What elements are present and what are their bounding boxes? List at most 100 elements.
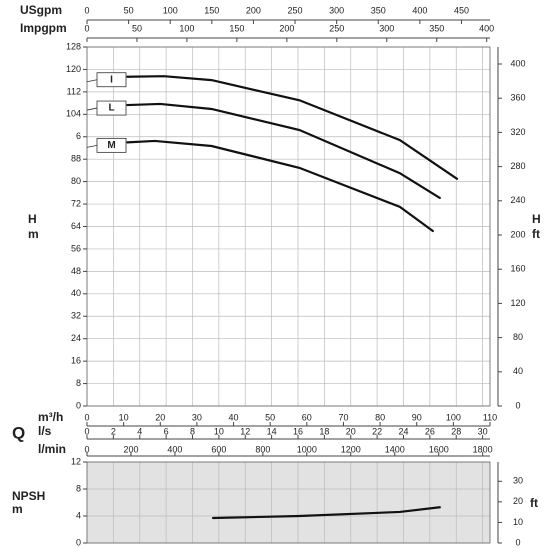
curve-lead — [86, 107, 98, 111]
x-tick-label: 70 — [338, 412, 348, 422]
y-tick-label: 56 — [71, 243, 81, 253]
x-tick-label: 20 — [155, 412, 165, 422]
curve-label: I — [110, 74, 113, 85]
x-tick-label: 0 — [84, 5, 89, 15]
x-tick-label: 80 — [375, 412, 385, 422]
axis-label: USgpm — [20, 3, 62, 17]
y-tick-label: 40 — [71, 288, 81, 298]
y-tick-label: 12 — [71, 456, 81, 466]
x-tick-label: 22 — [372, 426, 382, 436]
x-tick-label: 14 — [267, 426, 277, 436]
y2-label: ft — [530, 496, 538, 510]
axis-label: m³/h — [38, 410, 63, 424]
y-label: NPSH — [12, 489, 45, 503]
axis-label: l/min — [38, 442, 66, 456]
x-tick-label: 2 — [111, 426, 116, 436]
y-tick-label: 16 — [71, 356, 81, 366]
x-tick-label: 0 — [84, 23, 89, 33]
x-tick-label: 26 — [425, 426, 435, 436]
y-tick-label: 104 — [66, 109, 81, 119]
y-tick-label: 24 — [71, 333, 81, 343]
x-tick-label: 1000 — [297, 444, 317, 454]
curve — [126, 75, 459, 180]
x-tick-label: 600 — [211, 444, 226, 454]
x-tick-label: 150 — [204, 5, 219, 15]
x-tick-label: 110 — [483, 412, 497, 422]
x-tick-label: 0 — [84, 412, 89, 422]
y2-tick-label: 20 — [513, 496, 523, 506]
y-tick-label: 32 — [71, 311, 81, 321]
x-tick-label: 400 — [412, 5, 427, 15]
x-tick-label: 1800 — [473, 444, 493, 454]
curve — [126, 139, 434, 233]
y-tick-label: 112 — [67, 86, 81, 96]
x-tick-label: 40 — [229, 412, 239, 422]
x-tick-label: 450 — [454, 5, 469, 15]
x-tick-label: 10 — [119, 412, 129, 422]
x-tick-label: 90 — [412, 412, 422, 422]
y-tick-label: 120 — [66, 64, 81, 74]
y2-label: ft — [532, 227, 540, 241]
x-tick-label: 4 — [137, 426, 142, 436]
x-tick-label: 18 — [319, 426, 329, 436]
x-tick-label: 10 — [214, 426, 224, 436]
y-label: m — [28, 227, 39, 241]
x-tick-label: 350 — [429, 23, 444, 33]
x-tick-label: 50 — [124, 5, 134, 15]
y2-tick-label: 40 — [513, 366, 523, 376]
y2-tick-label: 80 — [513, 332, 523, 342]
x-tick-label: 24 — [398, 426, 408, 436]
y-tick-label: 48 — [71, 266, 81, 276]
q-label: Q — [12, 423, 25, 442]
x-tick-label: 150 — [229, 23, 244, 33]
x-tick-label: 8 — [190, 426, 195, 436]
curve-label: M — [107, 140, 115, 151]
y2-tick-label: 280 — [510, 161, 525, 171]
y-tick-label: 64 — [71, 221, 81, 231]
y2-tick-label: 0 — [515, 400, 520, 410]
x-tick-label: 1400 — [385, 444, 405, 454]
y2-tick-label: 400 — [510, 58, 525, 68]
x-tick-label: 60 — [302, 412, 312, 422]
curve-label: L — [108, 103, 114, 114]
x-tick-label: 100 — [446, 412, 461, 422]
y2-label: H — [532, 212, 541, 226]
x-tick-label: 28 — [451, 426, 461, 436]
axis-label: l/s — [38, 424, 52, 438]
y2-tick-label: 160 — [510, 264, 525, 274]
curve — [126, 102, 441, 199]
y-tick-label: 8 — [76, 483, 81, 493]
y-tick-label: 0 — [76, 400, 81, 410]
curve-lead — [86, 79, 98, 83]
x-tick-label: 250 — [329, 23, 344, 33]
x-tick-label: 0 — [84, 426, 89, 436]
y2-tick-label: 360 — [510, 93, 525, 103]
x-tick-label: 200 — [279, 23, 294, 33]
y-tick-label: 6 — [76, 131, 81, 141]
plot-bg — [87, 462, 490, 543]
y2-tick-label: 200 — [510, 229, 525, 239]
x-tick-label: 20 — [346, 426, 356, 436]
x-tick-label: 50 — [132, 23, 142, 33]
curve-lead — [86, 144, 98, 148]
x-tick-label: 800 — [255, 444, 270, 454]
y2-tick-label: 10 — [513, 517, 523, 527]
x-tick-label: 1200 — [341, 444, 361, 454]
plot-frame — [86, 461, 491, 544]
y2-tick-label: 240 — [510, 195, 525, 205]
y2-tick-label: 120 — [510, 298, 525, 308]
x-tick-label: 400 — [167, 444, 182, 454]
x-tick-label: 100 — [163, 5, 178, 15]
y-tick-label: 72 — [71, 198, 81, 208]
x-tick-label: 12 — [240, 426, 250, 436]
x-tick-label: 16 — [293, 426, 303, 436]
y-label: m — [12, 502, 23, 516]
y2-tick-label: 0 — [515, 537, 520, 547]
x-tick-label: 300 — [329, 5, 344, 15]
x-tick-label: 350 — [371, 5, 386, 15]
x-tick-label: 50 — [265, 412, 275, 422]
x-tick-label: 1600 — [429, 444, 449, 454]
y-label: H — [28, 212, 37, 226]
y-tick-label: 88 — [71, 154, 81, 164]
